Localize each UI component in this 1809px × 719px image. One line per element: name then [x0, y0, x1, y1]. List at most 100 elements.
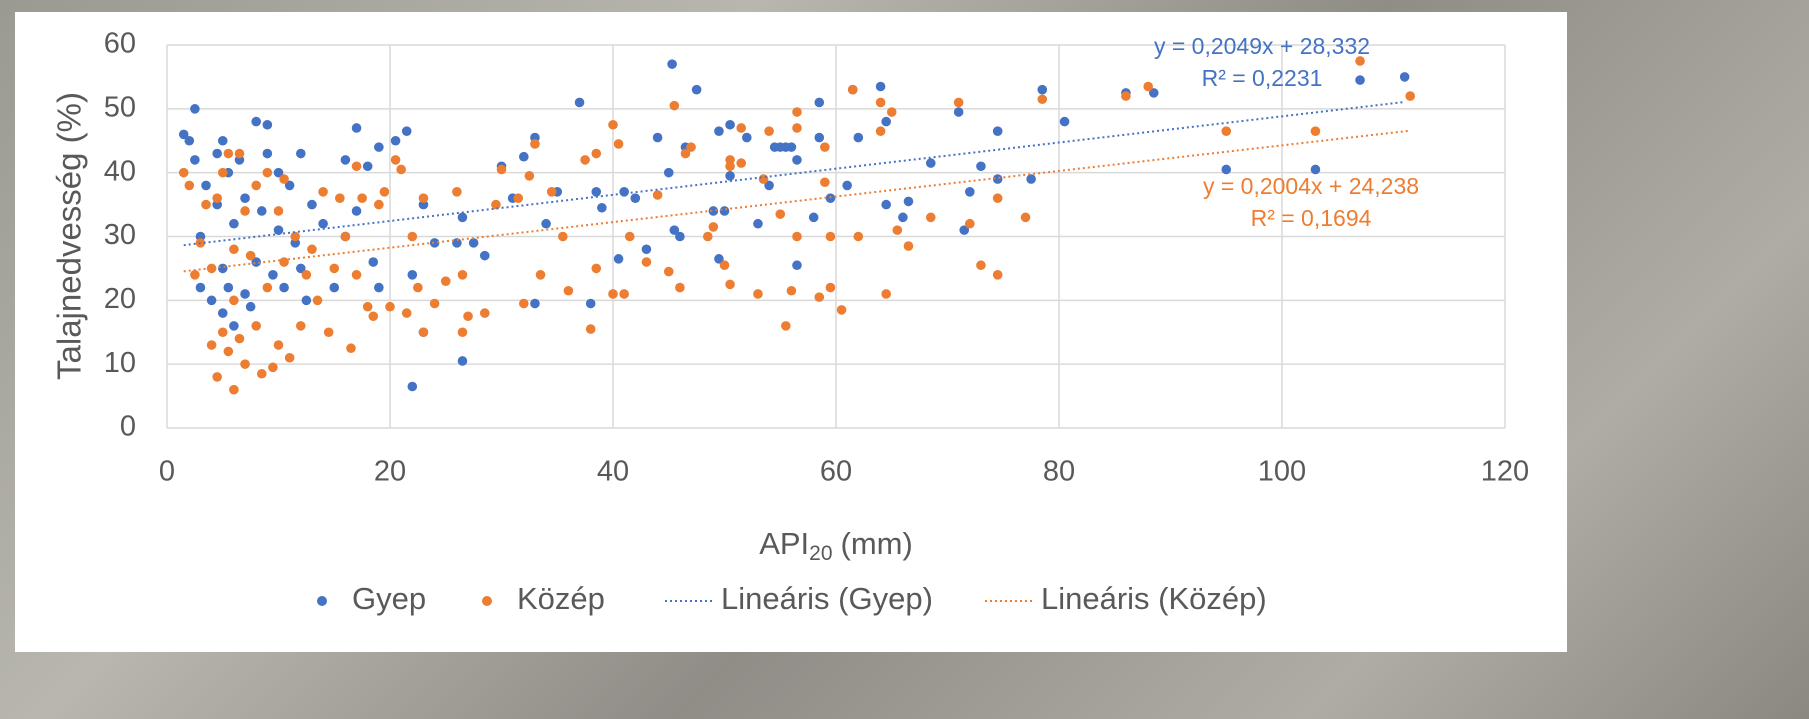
point [792, 155, 802, 165]
point [268, 270, 278, 280]
x-tick-label: 80 [1043, 456, 1075, 488]
point [720, 206, 730, 216]
point [814, 133, 824, 143]
point [224, 347, 234, 357]
trendline-equation: y = 0,2049x + 28,332 [1154, 33, 1370, 59]
point [402, 126, 412, 136]
y-tick-label: 40 [104, 155, 136, 187]
point [246, 251, 256, 261]
point [279, 174, 289, 184]
point [820, 142, 830, 152]
point [279, 257, 289, 267]
point [207, 340, 217, 350]
point [235, 334, 245, 344]
point [667, 59, 677, 69]
point [274, 340, 284, 350]
point [357, 193, 367, 203]
point [218, 168, 228, 178]
point [263, 168, 273, 178]
point [302, 270, 312, 280]
point [837, 305, 847, 315]
point [826, 283, 836, 293]
point [218, 136, 228, 146]
point [480, 251, 490, 261]
point [653, 190, 663, 200]
point [179, 168, 189, 178]
point [385, 302, 395, 312]
point [1143, 82, 1153, 92]
point [887, 107, 897, 117]
point [285, 353, 295, 363]
point [814, 292, 824, 302]
point [686, 142, 696, 152]
point [218, 264, 228, 274]
point [318, 187, 328, 197]
point [586, 299, 596, 309]
point [201, 181, 211, 191]
point [246, 302, 256, 312]
point [736, 158, 746, 168]
point [251, 321, 261, 331]
point [1311, 126, 1321, 136]
x-tick-label: 0 [159, 456, 175, 488]
point [608, 120, 618, 130]
point [190, 155, 200, 165]
point [235, 149, 245, 159]
point [993, 193, 1003, 203]
point [619, 187, 629, 197]
point [274, 206, 284, 216]
point [391, 155, 401, 165]
x-tick-label: 120 [1481, 456, 1529, 488]
point [893, 225, 903, 235]
point [792, 260, 802, 270]
point [240, 193, 250, 203]
point [363, 302, 373, 312]
point [881, 117, 891, 127]
point [725, 120, 735, 130]
chart: Talajnedvesség (%) API20(mm) 01020304050… [0, 0, 1809, 719]
y-tick-label: 0 [120, 411, 136, 443]
point [408, 270, 418, 280]
point [185, 136, 195, 146]
point [257, 206, 267, 216]
point [329, 283, 339, 293]
point [519, 299, 529, 309]
point [753, 289, 763, 299]
point [196, 283, 206, 293]
y-tick-label: 60 [104, 28, 136, 60]
point [324, 327, 334, 337]
point [1400, 72, 1410, 82]
point [352, 206, 362, 216]
point [229, 219, 239, 229]
point [229, 296, 239, 306]
point [720, 260, 730, 270]
point [530, 299, 540, 309]
point [993, 126, 1003, 136]
point [296, 321, 306, 331]
point [670, 101, 680, 111]
point [190, 104, 200, 114]
point [458, 270, 468, 280]
point [257, 369, 267, 379]
point [263, 149, 273, 159]
point [725, 171, 735, 181]
point [759, 174, 769, 184]
point [541, 219, 551, 229]
legend-label: Lineáris (Közép) [1041, 581, 1267, 616]
point [814, 98, 824, 108]
point [491, 200, 501, 210]
x-tick-label: 60 [820, 456, 852, 488]
point [329, 264, 339, 274]
point [692, 85, 702, 95]
point [876, 98, 886, 108]
point [408, 382, 418, 392]
point [251, 181, 261, 191]
point [212, 372, 222, 382]
point [201, 200, 211, 210]
point [809, 213, 819, 223]
point [664, 267, 674, 277]
point [881, 200, 891, 210]
point [263, 283, 273, 293]
point [185, 181, 195, 191]
y-tick-label: 10 [104, 347, 136, 379]
